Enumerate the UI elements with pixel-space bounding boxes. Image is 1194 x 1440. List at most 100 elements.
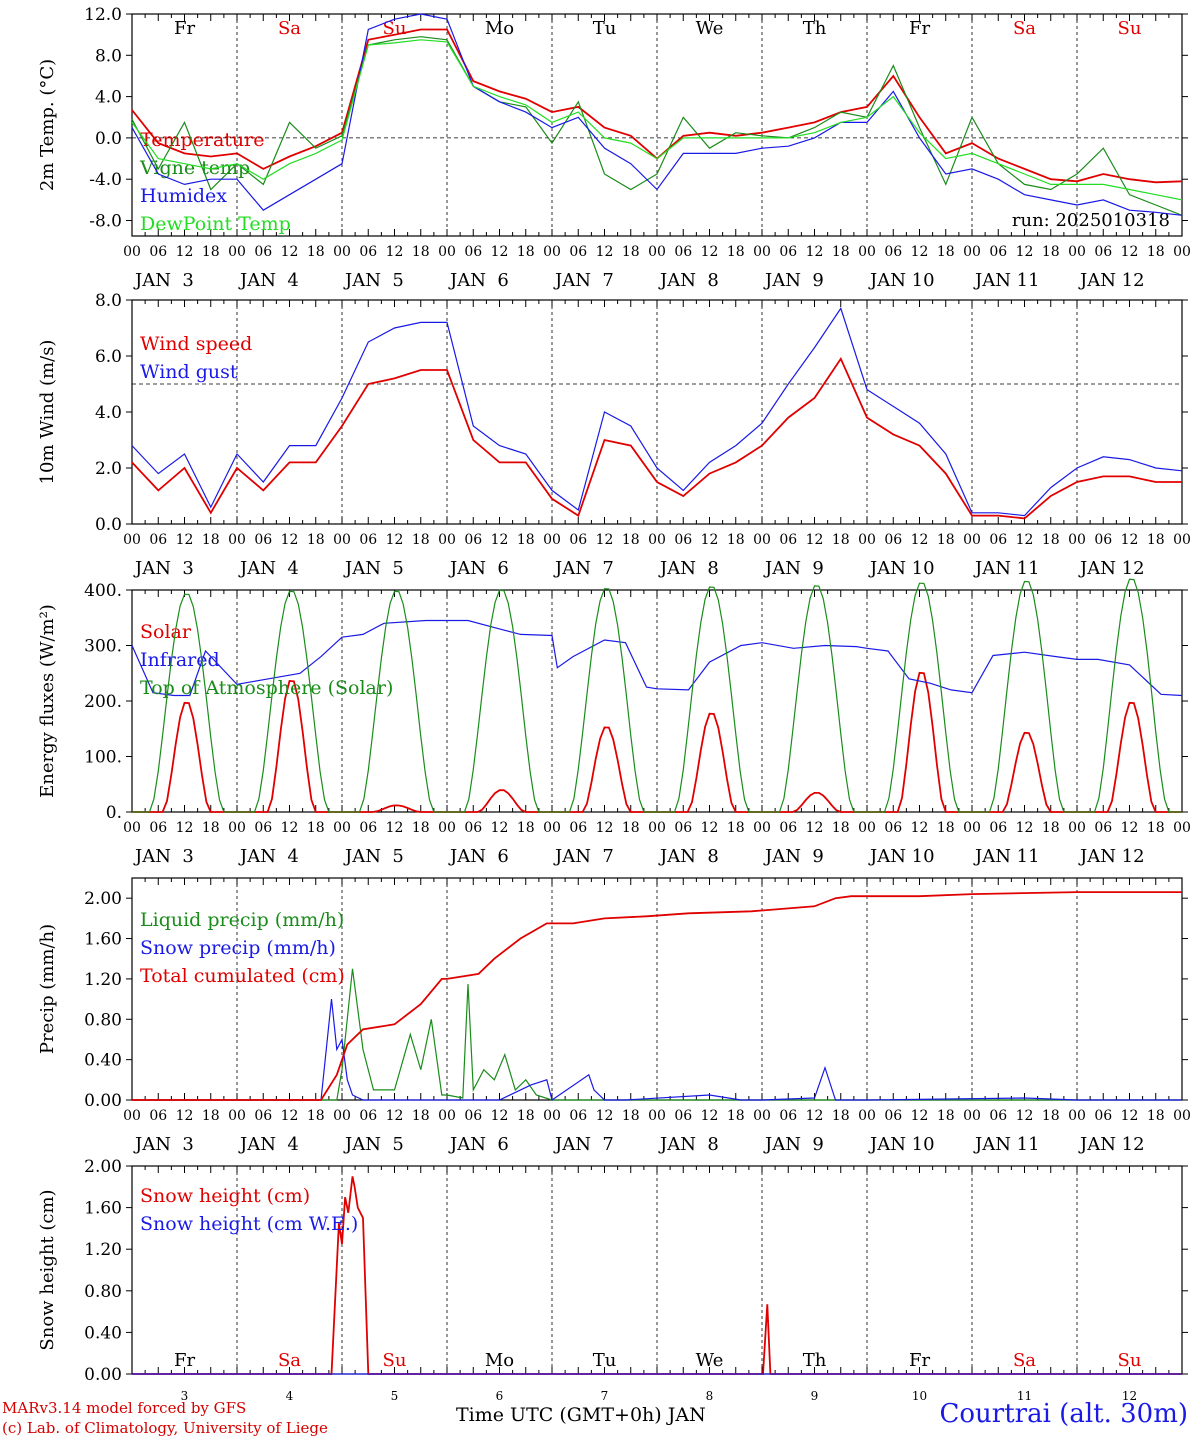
x-day-label: JAN 11 [973, 270, 1040, 291]
x-hour-label: 12 [176, 1108, 194, 1124]
x-hour-label: 00 [543, 244, 561, 260]
x-hour-label: 12 [1121, 820, 1139, 836]
x-hour-label: 18 [517, 244, 535, 260]
x-hour-label: 18 [412, 820, 430, 836]
x-hour-label: 00 [123, 820, 141, 836]
x-hour-label: 12 [491, 244, 509, 260]
x-hour-label: 12 [281, 820, 299, 836]
x-hour-label: 00 [333, 820, 351, 836]
x-day-label: JAN 3 [133, 846, 194, 867]
x-hour-label: 00 [1173, 820, 1191, 836]
x-day-number: 7 [601, 1389, 609, 1403]
x-hour-label: 06 [884, 820, 902, 836]
x-hour-label: 18 [937, 820, 955, 836]
x-day-number: 12 [1122, 1389, 1137, 1403]
run-annotation: run: 2025010318 [1012, 210, 1170, 231]
legend-entry: Top of Atmosphere (Solar) [140, 677, 393, 699]
series-line-vigne-temp [131, 36, 1183, 216]
x-hour-label: 12 [911, 244, 929, 260]
x-hour-label: 18 [937, 532, 955, 548]
x-hour-label: 06 [674, 532, 692, 548]
y-tick-label: 0.40 [84, 1051, 122, 1071]
x-day-label: JAN 11 [973, 1134, 1040, 1155]
weekday-label: Fr [909, 1350, 930, 1371]
y-tick-label: 0.00 [84, 1365, 122, 1385]
weekday-label: Fr [174, 1350, 195, 1371]
x-hour-label: 06 [359, 1108, 377, 1124]
x-hour-label: 12 [176, 820, 194, 836]
x-hour-label: 12 [1016, 1108, 1034, 1124]
x-hour-label: 00 [858, 1108, 876, 1124]
x-hour-label: 06 [779, 1108, 797, 1124]
x-hour-label: 18 [412, 1108, 430, 1124]
x-hour-label: 18 [1147, 244, 1165, 260]
y-tick-label: 6.0 [95, 347, 122, 367]
x-hour-label: 00 [1173, 532, 1191, 548]
x-hour-label: 06 [989, 532, 1007, 548]
x-hour-label: 00 [858, 244, 876, 260]
weekday-label: Sa [1013, 1350, 1036, 1371]
x-hour-label: 12 [386, 820, 404, 836]
x-day-label: JAN 6 [448, 270, 509, 291]
x-hour-label: 06 [1094, 1108, 1112, 1124]
x-hour-label: 06 [1094, 820, 1112, 836]
x-hour-label: 12 [281, 244, 299, 260]
legend-entry: Infrared [140, 649, 220, 671]
x-day-label: JAN 10 [868, 558, 935, 579]
x-hour-label: 00 [963, 532, 981, 548]
x-hour-label: 18 [832, 1108, 850, 1124]
x-hour-label: 18 [517, 820, 535, 836]
x-day-label: JAN 5 [343, 270, 404, 291]
y-tick-label: 100. [84, 748, 122, 768]
x-hour-label: 00 [648, 820, 666, 836]
y-tick-label: 4.0 [95, 88, 122, 108]
y-axis-label: 10m Wind (m/s) [37, 340, 58, 485]
y-tick-label: 200. [84, 692, 122, 712]
weekday-label: Fr [909, 18, 930, 39]
x-day-label: JAN 9 [763, 846, 824, 867]
x-day-number: 9 [811, 1389, 819, 1403]
x-hour-label: 12 [281, 532, 299, 548]
x-day-label: JAN 12 [1078, 846, 1145, 867]
x-hour-label: 12 [911, 532, 929, 548]
x-hour-label: 06 [464, 820, 482, 836]
x-hour-label: 00 [648, 532, 666, 548]
series-line-dewpoint-temp [131, 39, 1183, 201]
x-hour-label: 12 [281, 1108, 299, 1124]
x-hour-label: 12 [1016, 532, 1034, 548]
x-hour-label: 00 [228, 1108, 246, 1124]
x-hour-label: 18 [832, 820, 850, 836]
x-hour-label: 18 [412, 244, 430, 260]
x-day-number: 11 [1017, 1389, 1032, 1403]
x-hour-label: 00 [438, 532, 456, 548]
x-hour-label: 00 [228, 820, 246, 836]
x-hour-label: 06 [989, 820, 1007, 836]
x-hour-label: 06 [779, 244, 797, 260]
x-hour-label: 00 [1068, 820, 1086, 836]
x-hour-label: 18 [727, 820, 745, 836]
x-hour-label: 18 [1042, 1108, 1060, 1124]
x-hour-label: 06 [149, 820, 167, 836]
x-hour-label: 12 [596, 820, 614, 836]
y-axis-label: 2m Temp. (°C) [37, 59, 58, 191]
x-hour-label: 06 [569, 820, 587, 836]
panel-5: 2.00 1.60 1.20 0.80 0.40 0.00 Snow height (cm)… [37, 1157, 1188, 1403]
weekday-label: Th [803, 1350, 827, 1371]
y-tick-label: 1.20 [84, 970, 122, 990]
x-hour-label: 18 [307, 244, 325, 260]
x-hour-label: 18 [937, 1108, 955, 1124]
x-hour-label: 12 [1121, 532, 1139, 548]
y-tick-label: 0.0 [95, 515, 122, 535]
x-day-label: JAN 9 [763, 558, 824, 579]
x-day-label: JAN 7 [553, 270, 614, 291]
panel-4: 2.00 1.60 1.20 0.80 0.40 0.00 Precip (mm/h) 00 0… [37, 877, 1191, 1155]
x-day-label: JAN 3 [133, 558, 194, 579]
x-day-label: JAN 4 [238, 558, 299, 579]
x-day-label: JAN 8 [658, 270, 719, 291]
x-day-label: JAN 5 [343, 1134, 404, 1155]
x-day-number: 6 [496, 1389, 504, 1403]
x-hour-label: 06 [674, 820, 692, 836]
y-tick-label: 0.80 [84, 1282, 122, 1302]
x-hour-label: 00 [753, 244, 771, 260]
